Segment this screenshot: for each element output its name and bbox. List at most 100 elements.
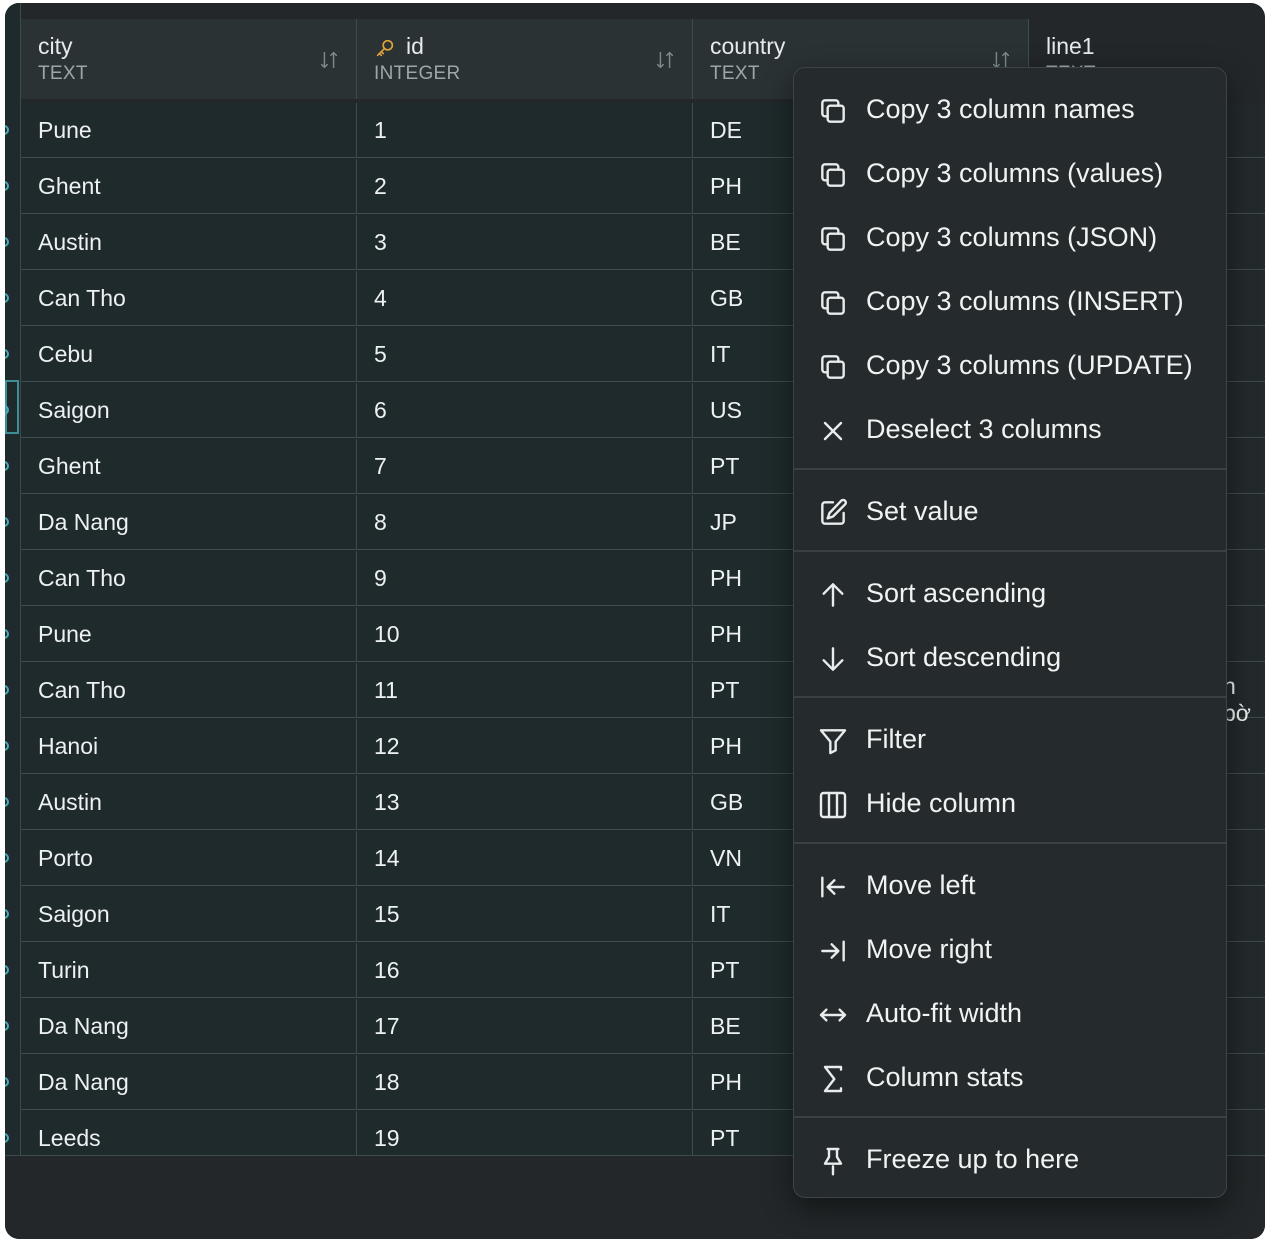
column-name: id bbox=[406, 33, 424, 59]
column-name: country bbox=[710, 33, 786, 59]
cell-id[interactable]: 11 bbox=[357, 663, 693, 718]
column-header-id[interactable]: id INTEGER bbox=[357, 19, 693, 99]
cell-id[interactable]: 6 bbox=[357, 383, 693, 438]
cell-city[interactable]: Saigon bbox=[21, 383, 357, 438]
row-marker[interactable] bbox=[5, 741, 9, 751]
row-marker[interactable] bbox=[5, 461, 9, 471]
row-marker[interactable] bbox=[5, 237, 9, 247]
menu-item-label: Copy 3 columns (INSERT) bbox=[866, 286, 1184, 316]
menu-divider bbox=[794, 550, 1226, 552]
cell-city[interactable]: Pune bbox=[21, 103, 357, 158]
menu-divider bbox=[794, 1116, 1226, 1118]
columns-icon bbox=[819, 791, 847, 819]
row-marker[interactable] bbox=[5, 573, 9, 583]
cell-id[interactable]: 16 bbox=[357, 943, 693, 998]
row-marker[interactable] bbox=[5, 909, 9, 919]
column-type: TEXT bbox=[710, 63, 760, 84]
cell-id[interactable]: 9 bbox=[357, 551, 693, 606]
cell-city[interactable]: Austin bbox=[21, 215, 357, 270]
row-marker[interactable] bbox=[5, 1133, 9, 1143]
cell-city[interactable]: Hanoi bbox=[21, 719, 357, 774]
cell-city[interactable]: Austin bbox=[21, 775, 357, 830]
cell-city[interactable]: Da Nang bbox=[21, 1055, 357, 1110]
menu-item-hide-column[interactable]: Hide column bbox=[794, 774, 1226, 832]
menu-divider bbox=[794, 468, 1226, 470]
menu-item-sort-ascending[interactable]: Sort ascending bbox=[794, 564, 1226, 622]
menu-item-copy-json[interactable]: Copy 3 columns (JSON) bbox=[794, 208, 1226, 266]
cell-id[interactable]: 14 bbox=[357, 831, 693, 886]
cell-city[interactable]: Cebu bbox=[21, 327, 357, 382]
menu-item-label: Move left bbox=[866, 870, 976, 900]
move-right-icon bbox=[821, 940, 845, 962]
menu-divider bbox=[794, 842, 1226, 844]
edit-icon bbox=[821, 498, 847, 525]
menu-item-set-value[interactable]: Set value bbox=[794, 482, 1226, 540]
menu-item-copy-column-names[interactable]: Copy 3 column names bbox=[794, 80, 1226, 138]
column-type: TEXT bbox=[38, 63, 88, 84]
menu-item-freeze-columns[interactable]: Freeze up to here bbox=[794, 1130, 1226, 1188]
cell-city[interactable]: Can Tho bbox=[21, 551, 357, 606]
menu-item-sort-descending[interactable]: Sort descending bbox=[794, 628, 1226, 686]
menu-item-label: Sort ascending bbox=[866, 578, 1047, 608]
cell-city[interactable]: Porto bbox=[21, 831, 357, 886]
row-marker[interactable] bbox=[5, 517, 9, 527]
row-marker[interactable] bbox=[5, 965, 9, 975]
row-marker[interactable] bbox=[5, 629, 9, 639]
menu-item-move-right[interactable]: Move right bbox=[794, 920, 1226, 978]
cell-id[interactable]: 12 bbox=[357, 719, 693, 774]
row-marker[interactable] bbox=[5, 1077, 9, 1087]
cell-city[interactable]: Saigon bbox=[21, 887, 357, 942]
cell-id[interactable]: 17 bbox=[357, 999, 693, 1054]
auto-fit-icon bbox=[819, 1008, 847, 1022]
pin-icon bbox=[823, 1147, 843, 1176]
cell-id[interactable]: 10 bbox=[357, 607, 693, 662]
arrow-up-icon bbox=[822, 583, 844, 607]
sort-toggle-icon[interactable] bbox=[318, 49, 340, 71]
cell-city[interactable]: Ghent bbox=[21, 439, 357, 494]
row-marker[interactable] bbox=[5, 685, 9, 695]
cell-id[interactable]: 3 bbox=[357, 215, 693, 270]
menu-item-label: Filter bbox=[866, 724, 926, 754]
cell-city[interactable]: Da Nang bbox=[21, 495, 357, 550]
row-marker[interactable] bbox=[5, 797, 9, 807]
row-marker[interactable] bbox=[5, 125, 9, 135]
menu-item-copy-insert[interactable]: Copy 3 columns (INSERT) bbox=[794, 272, 1226, 330]
row-marker[interactable] bbox=[5, 181, 9, 191]
menu-item-label: Copy 3 column names bbox=[866, 94, 1135, 124]
menu-item-label: Copy 3 columns (JSON) bbox=[866, 222, 1158, 252]
cell-id[interactable]: 4 bbox=[357, 271, 693, 326]
row-marker[interactable] bbox=[5, 293, 9, 303]
cell-city[interactable]: Can Tho bbox=[21, 663, 357, 718]
cell-city[interactable]: Can Tho bbox=[21, 271, 357, 326]
cell-city[interactable]: Da Nang bbox=[21, 999, 357, 1054]
cell-city[interactable]: Ghent bbox=[21, 159, 357, 214]
row-marker[interactable] bbox=[5, 405, 9, 415]
cell-city[interactable]: Pune bbox=[21, 607, 357, 662]
cell-id[interactable]: 2 bbox=[357, 159, 693, 214]
menu-item-deselect-columns[interactable]: Deselect 3 columns bbox=[794, 400, 1226, 458]
menu-item-column-stats[interactable]: Column stats bbox=[794, 1048, 1226, 1106]
menu-item-filter[interactable]: Filter bbox=[794, 710, 1226, 768]
menu-item-label: Deselect 3 columns bbox=[866, 414, 1102, 444]
menu-item-copy-update[interactable]: Copy 3 columns (UPDATE) bbox=[794, 336, 1226, 394]
row-marker[interactable] bbox=[5, 853, 9, 863]
menu-divider bbox=[794, 696, 1226, 698]
menu-item-label: Move right bbox=[866, 934, 993, 964]
column-header-city[interactable]: city TEXT bbox=[21, 19, 357, 99]
row-marker[interactable] bbox=[5, 1021, 9, 1031]
cell-city[interactable]: Turin bbox=[21, 943, 357, 998]
arrow-down-icon bbox=[822, 647, 844, 671]
cell-id[interactable]: 18 bbox=[357, 1055, 693, 1110]
cell-id[interactable]: 5 bbox=[357, 327, 693, 382]
cell-id[interactable]: 15 bbox=[357, 887, 693, 942]
cell-id[interactable]: 13 bbox=[357, 775, 693, 830]
row-marker[interactable] bbox=[5, 349, 9, 359]
menu-item-move-left[interactable]: Move left bbox=[794, 856, 1226, 914]
menu-item-auto-fit-width[interactable]: Auto-fit width bbox=[794, 984, 1226, 1042]
sort-toggle-icon[interactable] bbox=[654, 49, 676, 71]
copy-icon bbox=[821, 291, 845, 315]
cell-id[interactable]: 7 bbox=[357, 439, 693, 494]
menu-item-copy-values[interactable]: Copy 3 columns (values) bbox=[794, 144, 1226, 202]
cell-id[interactable]: 1 bbox=[357, 103, 693, 158]
cell-id[interactable]: 8 bbox=[357, 495, 693, 550]
